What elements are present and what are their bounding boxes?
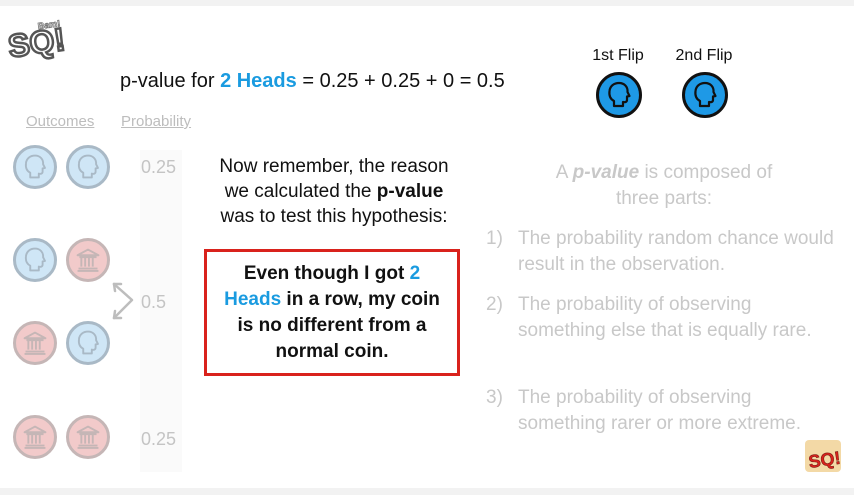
part-item-2: 2) The probability of observing somethin…: [486, 292, 836, 344]
part-number: 1): [486, 228, 503, 249]
outcome-tails-coin-icon: [66, 238, 110, 282]
part-number: 2): [486, 294, 503, 315]
statquest-logo: SQ! Bam!: [4, 12, 74, 72]
reminder-line-2: we calculated the p-value: [224, 181, 444, 202]
statquest-small-logo: SQ!: [803, 436, 843, 476]
part-text: The probability random chance would resu…: [518, 228, 834, 275]
title-prefix: p-value for: [120, 70, 221, 92]
hypothesis-highlight-number: 2: [409, 262, 421, 284]
first-flip-label: 1st Flip: [592, 47, 644, 64]
outcome-heads-coin-icon: [13, 238, 57, 282]
part-item-1: 1) The probability random chance would r…: [486, 226, 836, 278]
probability-two-heads: 0.25: [141, 157, 177, 177]
bottom-bar: [0, 488, 854, 495]
outcome-heads-coin-icon: [13, 145, 57, 189]
outcomes-header: Outcomes: [26, 113, 95, 130]
outcome-heads-coin-icon: [66, 145, 110, 189]
probability-header: Probability: [121, 113, 192, 130]
reminder-line-3: was to test this hypothesis:: [220, 206, 448, 227]
outcome-tails-coin-icon: [66, 415, 110, 459]
probability-two-tails: 0.25: [141, 429, 177, 449]
hypothesis-box: Even though I got 2 Heads in a row, my c…: [204, 249, 460, 376]
reminder-line-1: Now remember, the reason: [219, 156, 449, 177]
hypothesis-highlight-word: Heads: [224, 288, 282, 310]
reminder-bold-pvalue: p-value: [376, 181, 444, 202]
outcome-tails-coin-icon: [13, 321, 57, 365]
small-logo-text: SQ!: [807, 448, 841, 472]
part-item-3: 3) The probability of observing somethin…: [486, 385, 836, 437]
title-suffix: = 0.25 + 0.25 + 0 = 0.5: [296, 70, 505, 92]
parts-intro-bold: p-value: [572, 162, 640, 183]
part-text: The probability of observing something r…: [518, 387, 801, 434]
reminder-text: Now remember, the reason we calculated t…: [196, 154, 472, 229]
part-text: The probability of observing something e…: [518, 294, 812, 341]
logo-subtext: Bam!: [37, 18, 61, 31]
top-bar: [0, 0, 854, 6]
second-flip-label: 2nd Flip: [675, 47, 733, 64]
hypothesis-text: Even though I got 2 Heads in a row, my c…: [224, 262, 440, 362]
outcome-tails-coin-icon: [13, 415, 57, 459]
title-highlight: 2 Heads: [220, 70, 297, 92]
page-title: p-value for 2 Heads = 0.25 + 0.25 + 0 = …: [120, 70, 505, 93]
probability-one-each: 0.5: [141, 292, 167, 312]
outcome-heads-coin-icon: [66, 321, 110, 365]
logo-text: SQ!: [6, 21, 67, 65]
probability-column-background: [140, 150, 182, 472]
parts-intro: A p-value is composed of three parts:: [555, 162, 773, 209]
bracket-arrows-icon: [112, 282, 134, 320]
part-number: 3): [486, 387, 503, 408]
first-flip-heads-coin-icon: [596, 72, 642, 118]
second-flip-heads-coin-icon: [682, 72, 728, 118]
